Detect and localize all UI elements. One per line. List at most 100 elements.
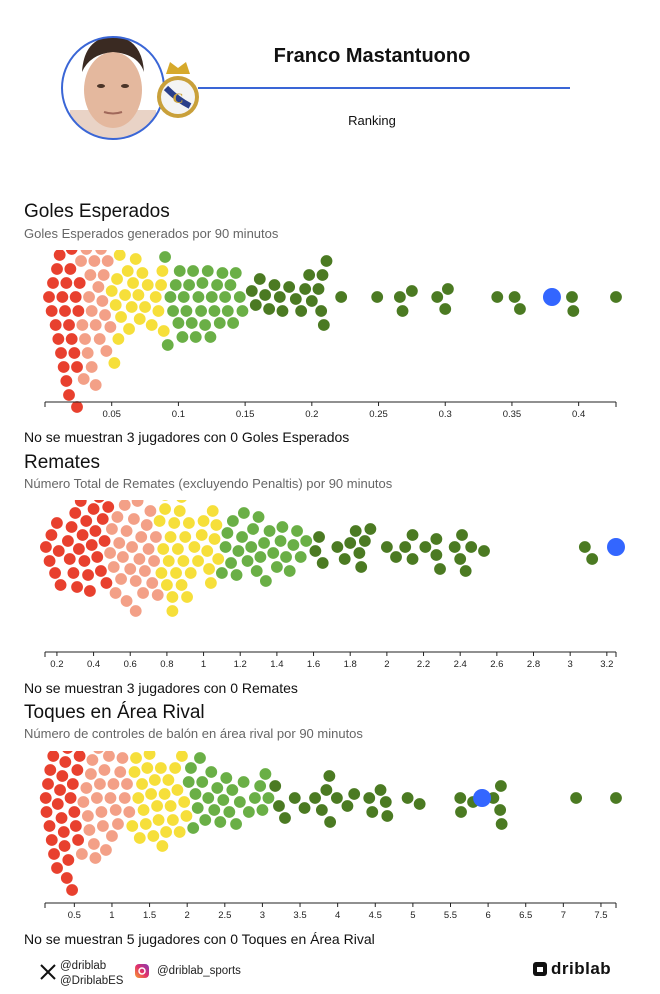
- player-dot: [213, 815, 227, 829]
- player-dot: [253, 272, 267, 286]
- player-dot: [108, 586, 123, 600]
- player-dot: [289, 292, 303, 306]
- player-dot: [85, 753, 100, 767]
- player-dot: [250, 564, 264, 578]
- player-dot: [88, 851, 103, 865]
- player-dot: [154, 278, 168, 292]
- player-dot: [99, 344, 114, 358]
- player-dot: [133, 312, 147, 326]
- player-dot: [176, 554, 191, 568]
- player-dot: [221, 304, 235, 318]
- player-dot: [177, 795, 191, 809]
- player-dot: [103, 546, 117, 560]
- player-dot: [155, 264, 170, 278]
- player-dot: [171, 316, 186, 330]
- player-dot: [207, 803, 221, 817]
- player-dot: [105, 829, 119, 843]
- player-dot: [198, 813, 212, 827]
- player-dot: [162, 554, 176, 568]
- player-dot: [294, 550, 308, 564]
- player-dot: [330, 791, 344, 805]
- player-dot: [44, 304, 59, 318]
- player-dot: [52, 250, 67, 262]
- player-dot: [42, 290, 56, 304]
- club-crest: C: [157, 62, 199, 118]
- player-dot: [200, 544, 214, 558]
- player-dot: [151, 304, 166, 318]
- player-dot: [139, 817, 153, 831]
- x-tick-label: 1: [109, 910, 114, 921]
- x-tick-label: 2.5: [218, 910, 231, 921]
- player-dot: [231, 544, 246, 558]
- player-dot: [107, 560, 121, 574]
- player-dot: [67, 346, 82, 360]
- x-tick-label: 3.2: [600, 659, 613, 670]
- player-dot: [72, 542, 86, 556]
- player-dot: [93, 500, 106, 504]
- player-dot: [565, 290, 579, 304]
- ranking-label: Ranking: [348, 113, 396, 128]
- player-dot: [380, 540, 394, 554]
- player-dot: [191, 290, 206, 304]
- brand-name: driblab: [551, 959, 612, 978]
- player-dot: [42, 819, 57, 833]
- player-dot: [131, 791, 145, 805]
- player-dot: [114, 310, 128, 324]
- x-icon: [40, 964, 56, 980]
- player-dot: [225, 783, 240, 797]
- player-name: Franco Mastantuono: [273, 45, 471, 67]
- player-dot: [224, 556, 238, 570]
- player-dot: [132, 552, 147, 566]
- player-dot: [70, 400, 84, 414]
- x-tick-label: 3.5: [293, 910, 306, 921]
- player-dot: [195, 276, 210, 290]
- player-photo: [61, 36, 165, 140]
- player-dot: [68, 506, 82, 520]
- player-dot: [76, 372, 91, 386]
- player-dot: [160, 500, 170, 502]
- player-dot: [145, 318, 159, 332]
- player-dot: [305, 294, 319, 308]
- player-dot: [118, 500, 132, 512]
- player-dot: [178, 530, 192, 544]
- player-dot: [204, 765, 218, 779]
- player-dot: [140, 761, 155, 775]
- chart-title: Goles Esperados: [24, 201, 170, 222]
- player-dot: [182, 516, 196, 530]
- player-dot: [88, 318, 103, 332]
- player-dot: [118, 791, 132, 805]
- player-dot: [92, 751, 105, 755]
- x-tick-label: 1.2: [234, 659, 247, 670]
- player-dot: [215, 566, 229, 580]
- player-dot: [130, 500, 145, 508]
- player-dot: [405, 552, 420, 566]
- player-dot: [262, 524, 277, 538]
- player-dot: [65, 250, 79, 256]
- player-dot: [74, 500, 88, 508]
- player-dot: [152, 514, 167, 528]
- player-dot: [63, 791, 78, 805]
- player-dot: [106, 777, 121, 791]
- x-tick-label: 3: [568, 659, 573, 670]
- player-dot: [93, 777, 107, 791]
- x-tick-label: 0.6: [124, 659, 137, 670]
- player-dot: [149, 530, 163, 544]
- player-dot: [136, 586, 150, 600]
- player-dot: [143, 504, 158, 518]
- player-dot: [370, 290, 384, 304]
- player-dot: [51, 332, 66, 346]
- player-dot: [150, 799, 164, 813]
- player-dot: [154, 761, 168, 775]
- chart-subtitle: Número Total de Remates (excluyendo Pena…: [24, 476, 393, 491]
- x-tick-label: 4.5: [369, 910, 382, 921]
- player-dot: [184, 566, 198, 580]
- player-dot: [142, 751, 157, 761]
- player-dot: [316, 556, 330, 570]
- player-dot: [282, 280, 296, 294]
- player-dot: [343, 536, 357, 550]
- player-dot: [179, 304, 194, 318]
- player-dot: [87, 254, 102, 268]
- x-tick-label: 0.4: [572, 409, 585, 420]
- player-dot: [177, 290, 191, 304]
- player-dot: [180, 590, 194, 604]
